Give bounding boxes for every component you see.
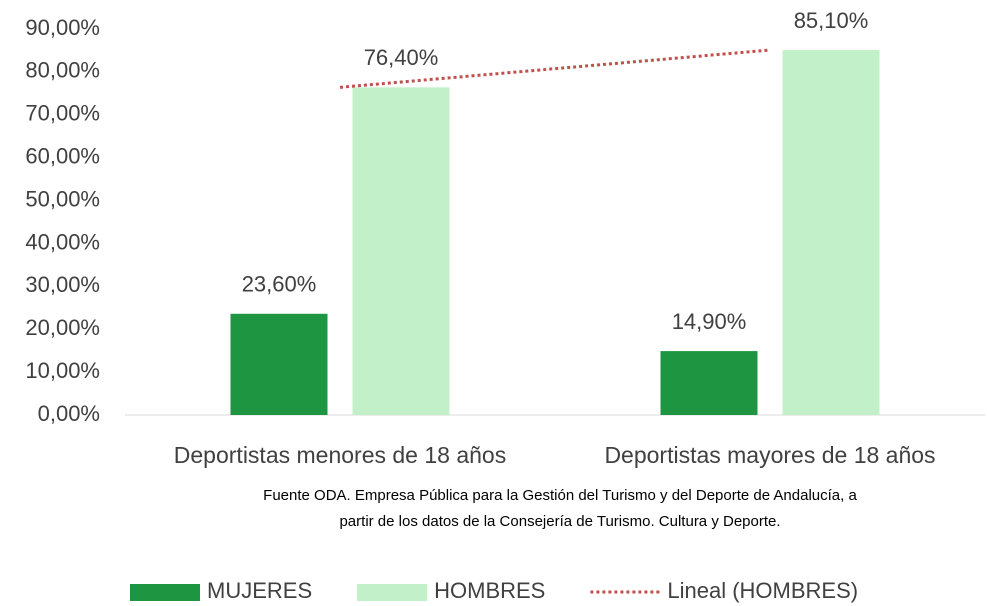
data-label: 76,40% xyxy=(364,45,439,70)
y-tick-label: 20,00% xyxy=(25,315,100,340)
bar xyxy=(660,351,758,415)
bar xyxy=(230,313,328,415)
legend-swatch xyxy=(357,584,428,601)
y-tick-label: 90,00% xyxy=(25,15,100,40)
legend-label: MUJERES xyxy=(207,578,312,603)
x-tick-label: Deportistas menores de 18 años xyxy=(174,442,506,468)
source-note: partir de los datos de la Consejería de … xyxy=(339,513,780,530)
legend-label: Lineal (HOMBRES) xyxy=(667,578,858,603)
y-tick-label: 70,00% xyxy=(25,101,100,126)
y-tick-label: 30,00% xyxy=(25,272,100,297)
bar xyxy=(782,50,880,415)
bar xyxy=(352,87,450,415)
y-tick-label: 0,00% xyxy=(38,401,100,426)
legend-swatch xyxy=(130,584,200,601)
legend-label: HOMBRES xyxy=(434,578,545,603)
y-tick-label: 40,00% xyxy=(25,229,100,254)
data-label: 85,10% xyxy=(794,8,869,33)
source-note: Fuente ODA. Empresa Pública para la Gest… xyxy=(263,487,857,504)
x-tick-label: Deportistas mayores de 18 años xyxy=(604,442,935,468)
y-tick-label: 10,00% xyxy=(25,358,100,383)
y-tick-label: 80,00% xyxy=(25,58,100,83)
data-label: 23,60% xyxy=(242,272,317,297)
y-tick-label: 50,00% xyxy=(25,186,100,211)
data-label: 14,90% xyxy=(672,309,747,334)
y-tick-label: 60,00% xyxy=(25,143,100,168)
